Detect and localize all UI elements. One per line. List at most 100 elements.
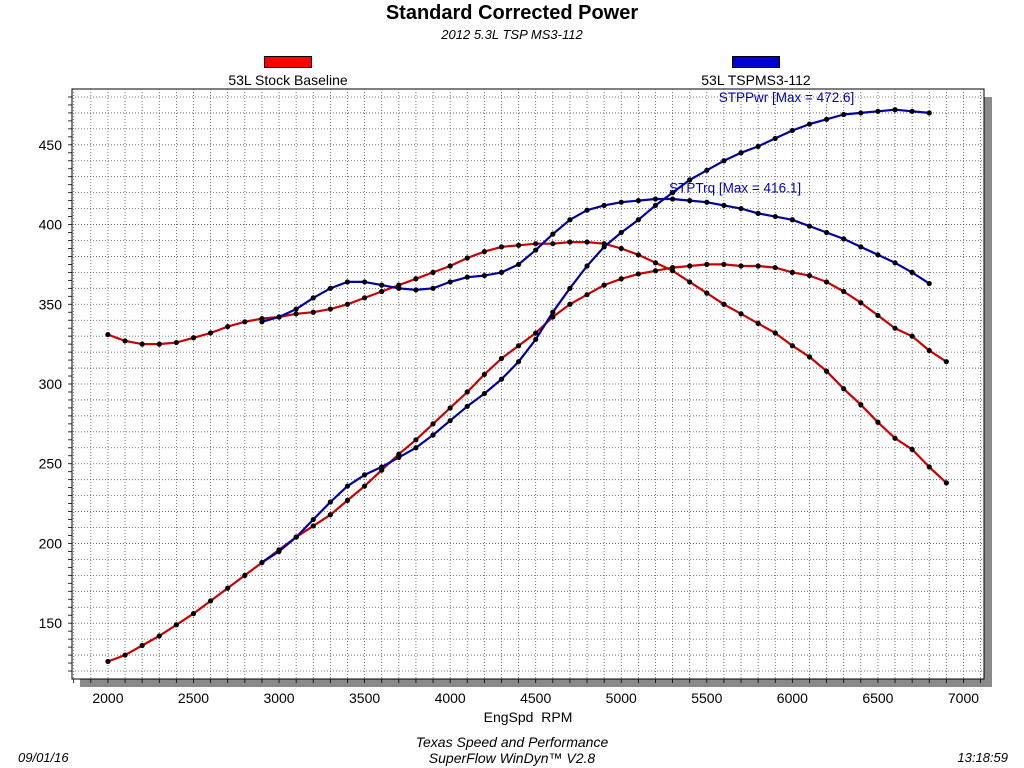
data-point <box>413 287 419 293</box>
data-point <box>550 309 556 315</box>
legend-label-tspms3: 53L TSPMS3-112 <box>701 72 811 88</box>
x-tick-label: 7000 <box>948 690 979 706</box>
data-point <box>926 280 932 287</box>
data-point <box>293 306 299 312</box>
x-tick-label: 4000 <box>435 690 466 706</box>
data-point <box>293 534 299 540</box>
data-point <box>207 330 214 336</box>
data-point <box>105 658 111 665</box>
data-point <box>498 269 505 275</box>
data-point <box>806 223 813 229</box>
data-point <box>772 264 778 271</box>
data-point <box>481 390 487 397</box>
x-tick-label: 5000 <box>606 690 637 706</box>
data-point <box>242 572 248 578</box>
data-point <box>122 338 128 344</box>
legend-swatch-red <box>264 56 312 68</box>
data-point <box>498 244 505 250</box>
data-point <box>772 213 778 220</box>
data-point <box>584 239 590 245</box>
data-point <box>823 116 830 122</box>
data-point <box>892 260 898 266</box>
data-point <box>310 295 316 301</box>
data-point <box>652 196 659 202</box>
data-point <box>789 127 795 134</box>
data-point <box>841 236 847 242</box>
data-point <box>344 497 351 504</box>
data-point <box>533 336 539 342</box>
data-point <box>823 229 830 236</box>
data-point <box>669 264 676 271</box>
annotations: STPPwr [Max = 472.6] STPTrq [Max = 416.1] <box>669 90 854 196</box>
data-point <box>327 512 333 518</box>
data-point <box>755 320 761 327</box>
footer-company: Texas Speed and Performance <box>415 734 609 750</box>
y-tick-label: 400 <box>39 217 63 233</box>
data-point <box>652 202 659 209</box>
data-point <box>789 269 795 275</box>
data-point <box>858 402 864 408</box>
data-point <box>327 306 333 312</box>
data-point <box>498 376 505 382</box>
data-point <box>601 282 607 288</box>
data-point <box>327 285 333 291</box>
data-point <box>738 263 744 269</box>
data-point <box>584 207 590 213</box>
data-point <box>909 333 915 339</box>
data-point <box>926 110 932 116</box>
data-point <box>481 249 487 255</box>
data-point <box>635 271 641 277</box>
data-point <box>875 419 881 425</box>
data-point <box>755 143 761 150</box>
data-point <box>926 464 932 470</box>
data-point <box>498 355 505 362</box>
data-point <box>225 585 231 591</box>
data-point <box>515 242 522 248</box>
data-point <box>772 135 778 142</box>
data-point <box>635 252 641 258</box>
data-point <box>858 110 864 116</box>
data-point <box>823 279 830 285</box>
minor-ticks <box>68 96 981 683</box>
data-point <box>567 239 573 245</box>
data-point <box>687 279 693 285</box>
data-point <box>156 341 162 347</box>
legend-item-stock-baseline: 53L Stock Baseline <box>188 56 388 88</box>
chart-subtitle: 2012 5.3L TSP MS3-112 <box>441 27 583 42</box>
data-point <box>105 331 111 338</box>
chart-title: Standard Corrected Power <box>385 2 639 24</box>
data-point <box>207 598 214 604</box>
data-point <box>139 642 145 649</box>
data-point <box>789 343 795 349</box>
data-point <box>173 622 179 628</box>
footer-software: SuperFlow WinDyn™ V2.8 <box>428 750 596 766</box>
data-point <box>361 295 368 301</box>
data-point <box>721 158 727 164</box>
data-point <box>789 217 795 223</box>
data-point <box>841 111 847 118</box>
series-line-0 <box>107 241 948 484</box>
data-point <box>721 301 727 307</box>
y-tick-label: 250 <box>39 456 63 472</box>
data-point <box>943 359 949 365</box>
data-point <box>618 199 624 205</box>
data-point <box>327 499 333 505</box>
data-point <box>515 343 522 349</box>
data-point <box>550 314 556 320</box>
data-point <box>447 263 453 269</box>
data-point <box>430 269 436 275</box>
data-point <box>515 359 522 365</box>
data-point <box>875 312 881 319</box>
x-tick-label: 3500 <box>349 690 380 706</box>
data-point <box>173 339 179 346</box>
data-point <box>293 311 299 317</box>
data-point <box>875 108 881 114</box>
y-tick-label: 300 <box>39 376 63 392</box>
data-point <box>464 389 470 395</box>
data-point <box>447 405 453 411</box>
data-point <box>344 279 351 285</box>
data-point <box>430 432 436 438</box>
data-point <box>823 368 830 374</box>
data-point <box>755 263 761 269</box>
data-point <box>618 276 624 282</box>
